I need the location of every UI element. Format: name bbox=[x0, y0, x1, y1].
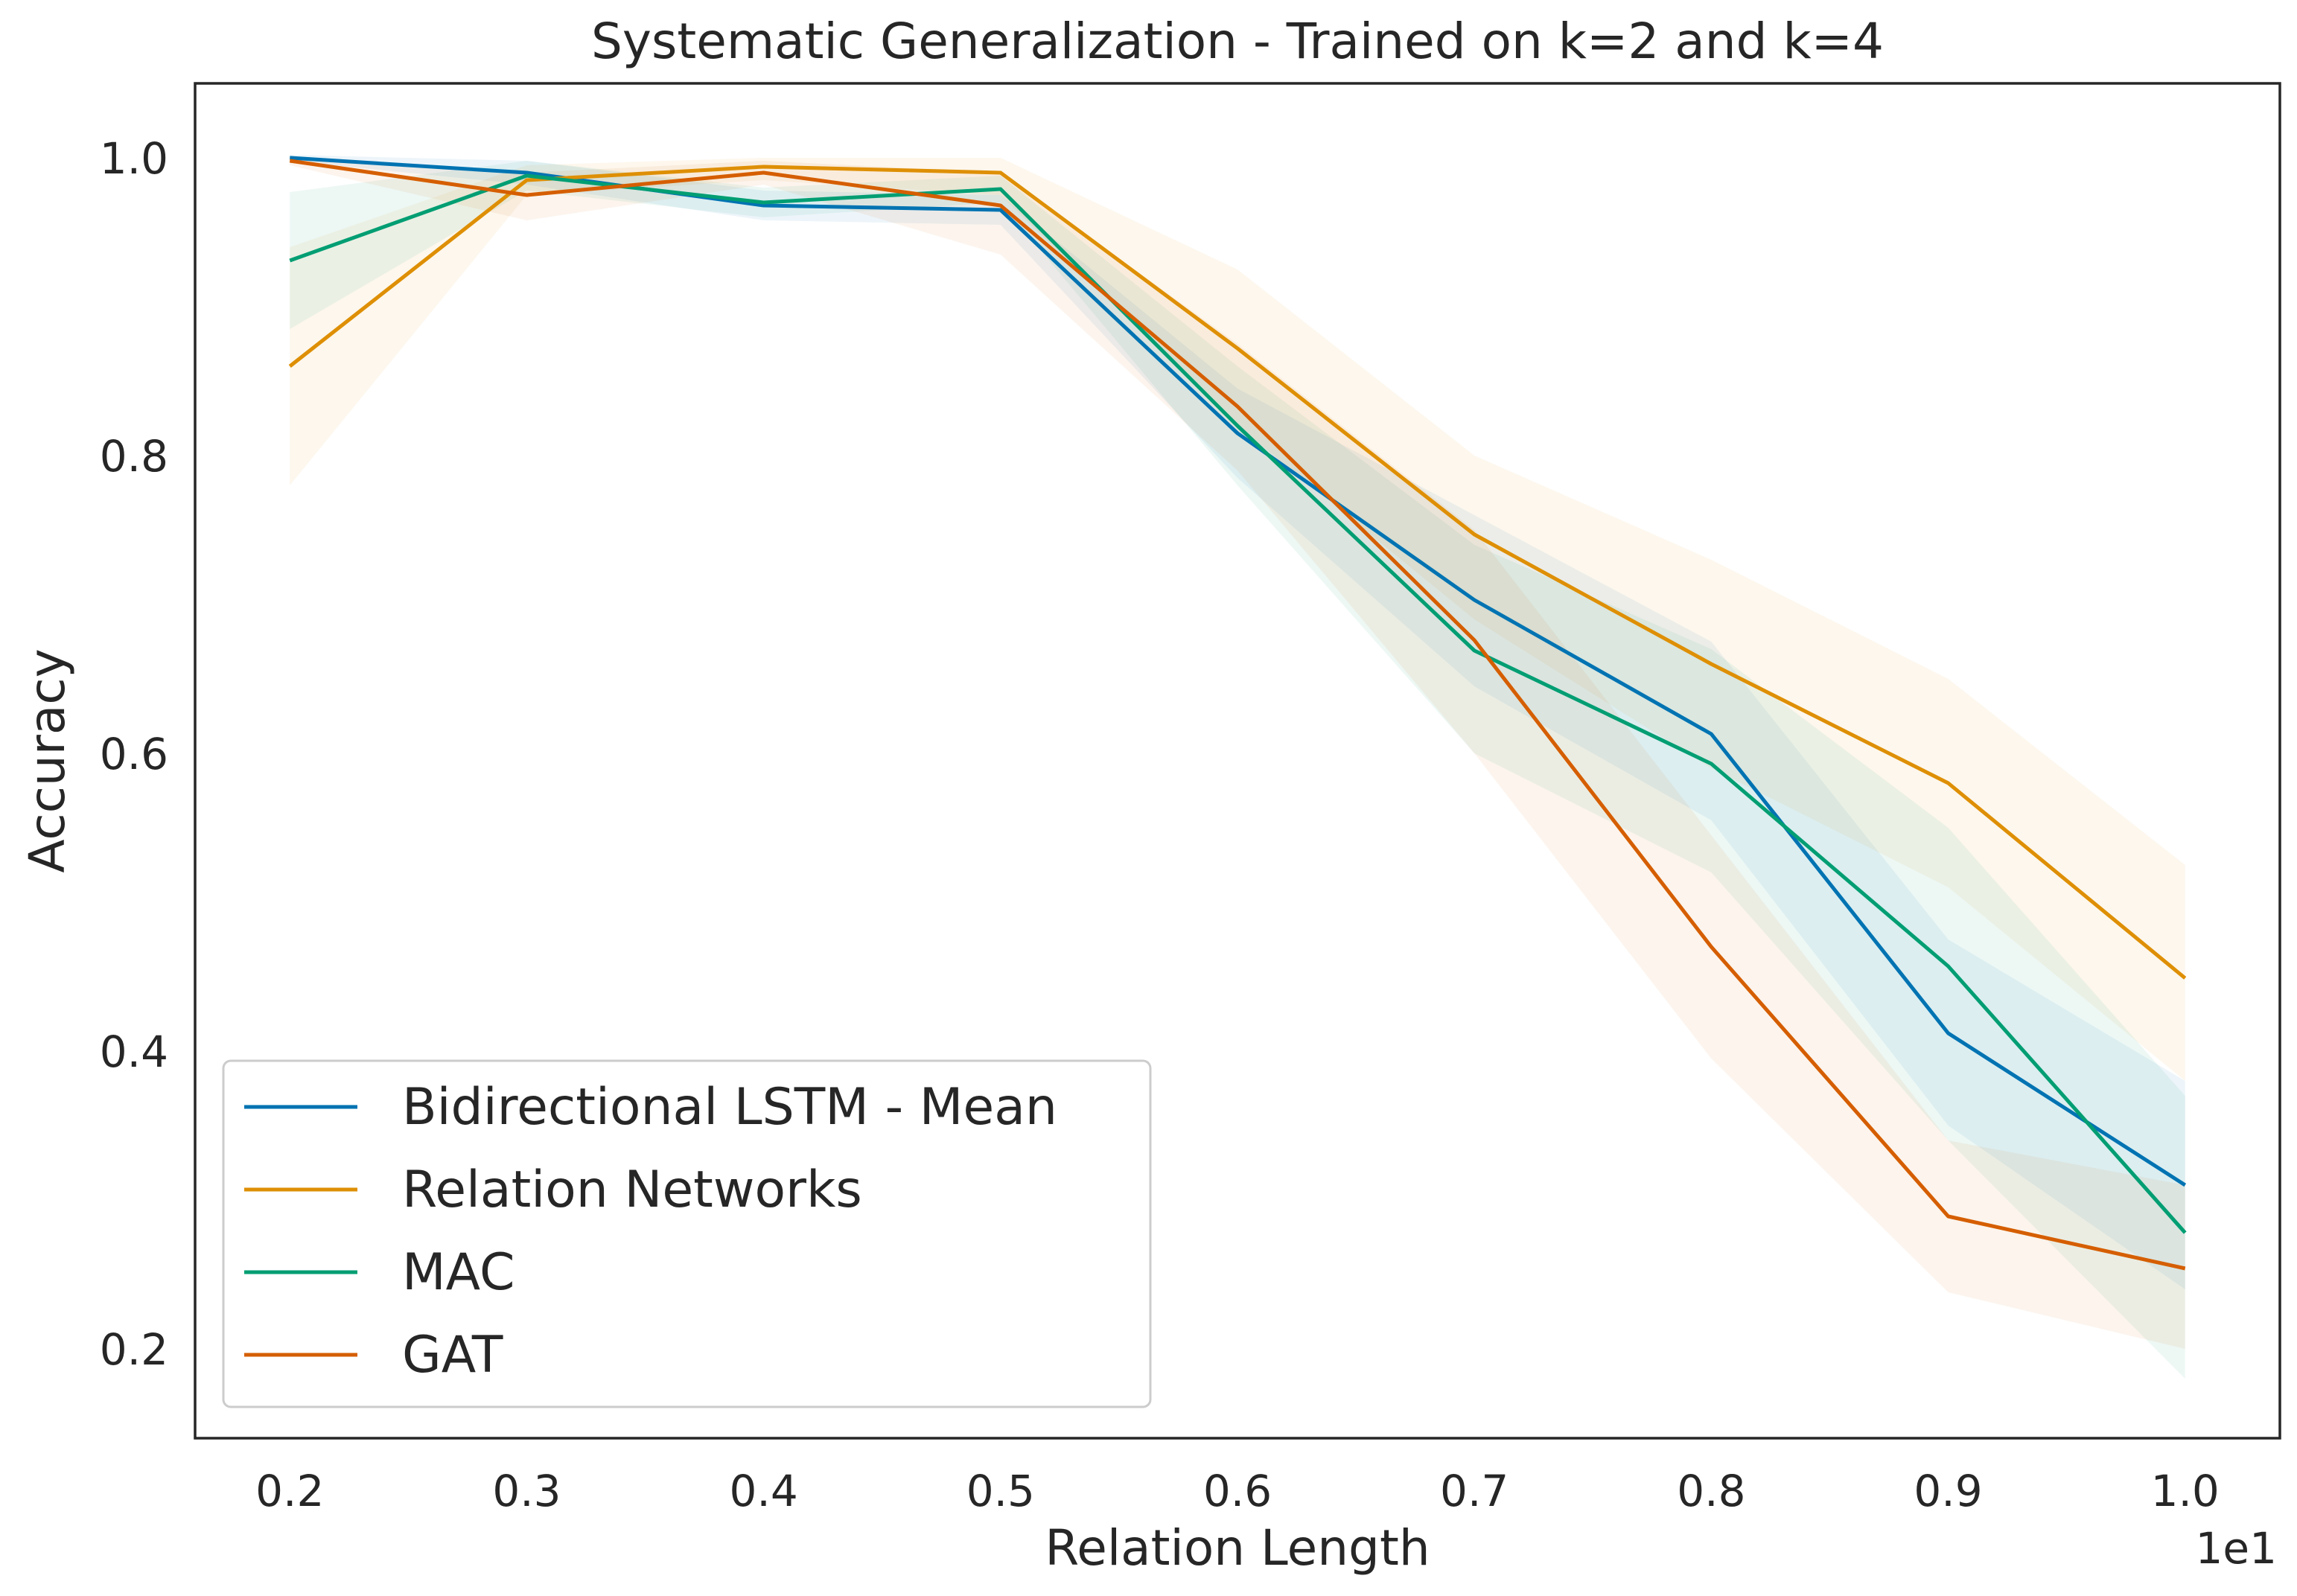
x-tick-label: 0.7 bbox=[1440, 1466, 1508, 1516]
y-tick-label: 1.0 bbox=[100, 133, 168, 184]
chart-title: Systematic Generalization - Trained on k… bbox=[591, 13, 1884, 70]
band-gat bbox=[290, 156, 2185, 1349]
x-tick-label: 0.2 bbox=[255, 1466, 324, 1516]
y-tick-label: 0.2 bbox=[100, 1324, 168, 1375]
band-relation-networks bbox=[290, 158, 2185, 1081]
x-axis-ticks: 0.2 0.3 0.4 0.5 0.6 0.7 0.8 0.9 1.0 bbox=[255, 1466, 2220, 1516]
y-axis-label: Accuracy bbox=[19, 648, 76, 872]
x-tick-label: 0.6 bbox=[1203, 1466, 1272, 1516]
series-lines bbox=[288, 156, 2187, 1271]
x-tick-label: 0.8 bbox=[1677, 1466, 1745, 1516]
legend: Bidirectional LSTM - Mean Relation Networ… bbox=[222, 1059, 1152, 1408]
legend-label-gat: GAT bbox=[402, 1326, 503, 1385]
y-axis-ticks: 0.2 0.4 0.6 0.8 1.0 bbox=[100, 133, 168, 1375]
x-axis-offset-label: 1e1 bbox=[2196, 1523, 2278, 1574]
legend-label-relation-networks: Relation Networks bbox=[402, 1161, 862, 1219]
legend-items: Bidirectional LSTM - Mean Relation Networ… bbox=[244, 1078, 1057, 1385]
x-tick-label: 1.0 bbox=[2151, 1466, 2220, 1516]
legend-label-mac: MAC bbox=[402, 1243, 514, 1302]
legend-label-bidirectional-lstm-mean: Bidirectional LSTM - Mean bbox=[402, 1078, 1057, 1137]
x-tick-label: 0.5 bbox=[966, 1466, 1035, 1516]
x-tick-label: 0.9 bbox=[1914, 1466, 1982, 1516]
x-tick-label: 0.3 bbox=[492, 1466, 561, 1516]
x-axis-label: Relation Length bbox=[1045, 1519, 1430, 1577]
x-tick-label: 0.4 bbox=[730, 1466, 798, 1516]
legend-box bbox=[222, 1059, 1152, 1408]
plot-frame bbox=[194, 82, 2281, 1440]
y-tick-label: 0.4 bbox=[100, 1027, 168, 1077]
y-tick-label: 0.8 bbox=[100, 431, 168, 482]
y-tick-label: 0.6 bbox=[100, 729, 168, 779]
